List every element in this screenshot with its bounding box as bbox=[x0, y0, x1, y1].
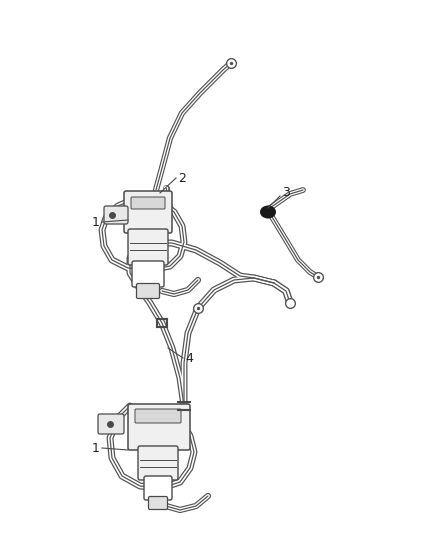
FancyBboxPatch shape bbox=[132, 261, 164, 287]
FancyBboxPatch shape bbox=[135, 409, 181, 423]
Text: 1: 1 bbox=[92, 441, 100, 455]
Text: 2: 2 bbox=[178, 172, 186, 184]
FancyBboxPatch shape bbox=[98, 414, 124, 434]
FancyBboxPatch shape bbox=[144, 476, 172, 500]
Ellipse shape bbox=[260, 206, 276, 219]
FancyBboxPatch shape bbox=[148, 497, 167, 510]
FancyBboxPatch shape bbox=[128, 404, 190, 450]
Text: 3: 3 bbox=[282, 187, 290, 199]
FancyBboxPatch shape bbox=[137, 284, 159, 298]
FancyBboxPatch shape bbox=[138, 446, 178, 480]
FancyBboxPatch shape bbox=[124, 191, 172, 233]
Text: 4: 4 bbox=[185, 351, 193, 365]
Text: 1: 1 bbox=[92, 215, 100, 229]
FancyBboxPatch shape bbox=[131, 197, 165, 209]
FancyBboxPatch shape bbox=[104, 206, 128, 224]
FancyBboxPatch shape bbox=[128, 229, 168, 265]
